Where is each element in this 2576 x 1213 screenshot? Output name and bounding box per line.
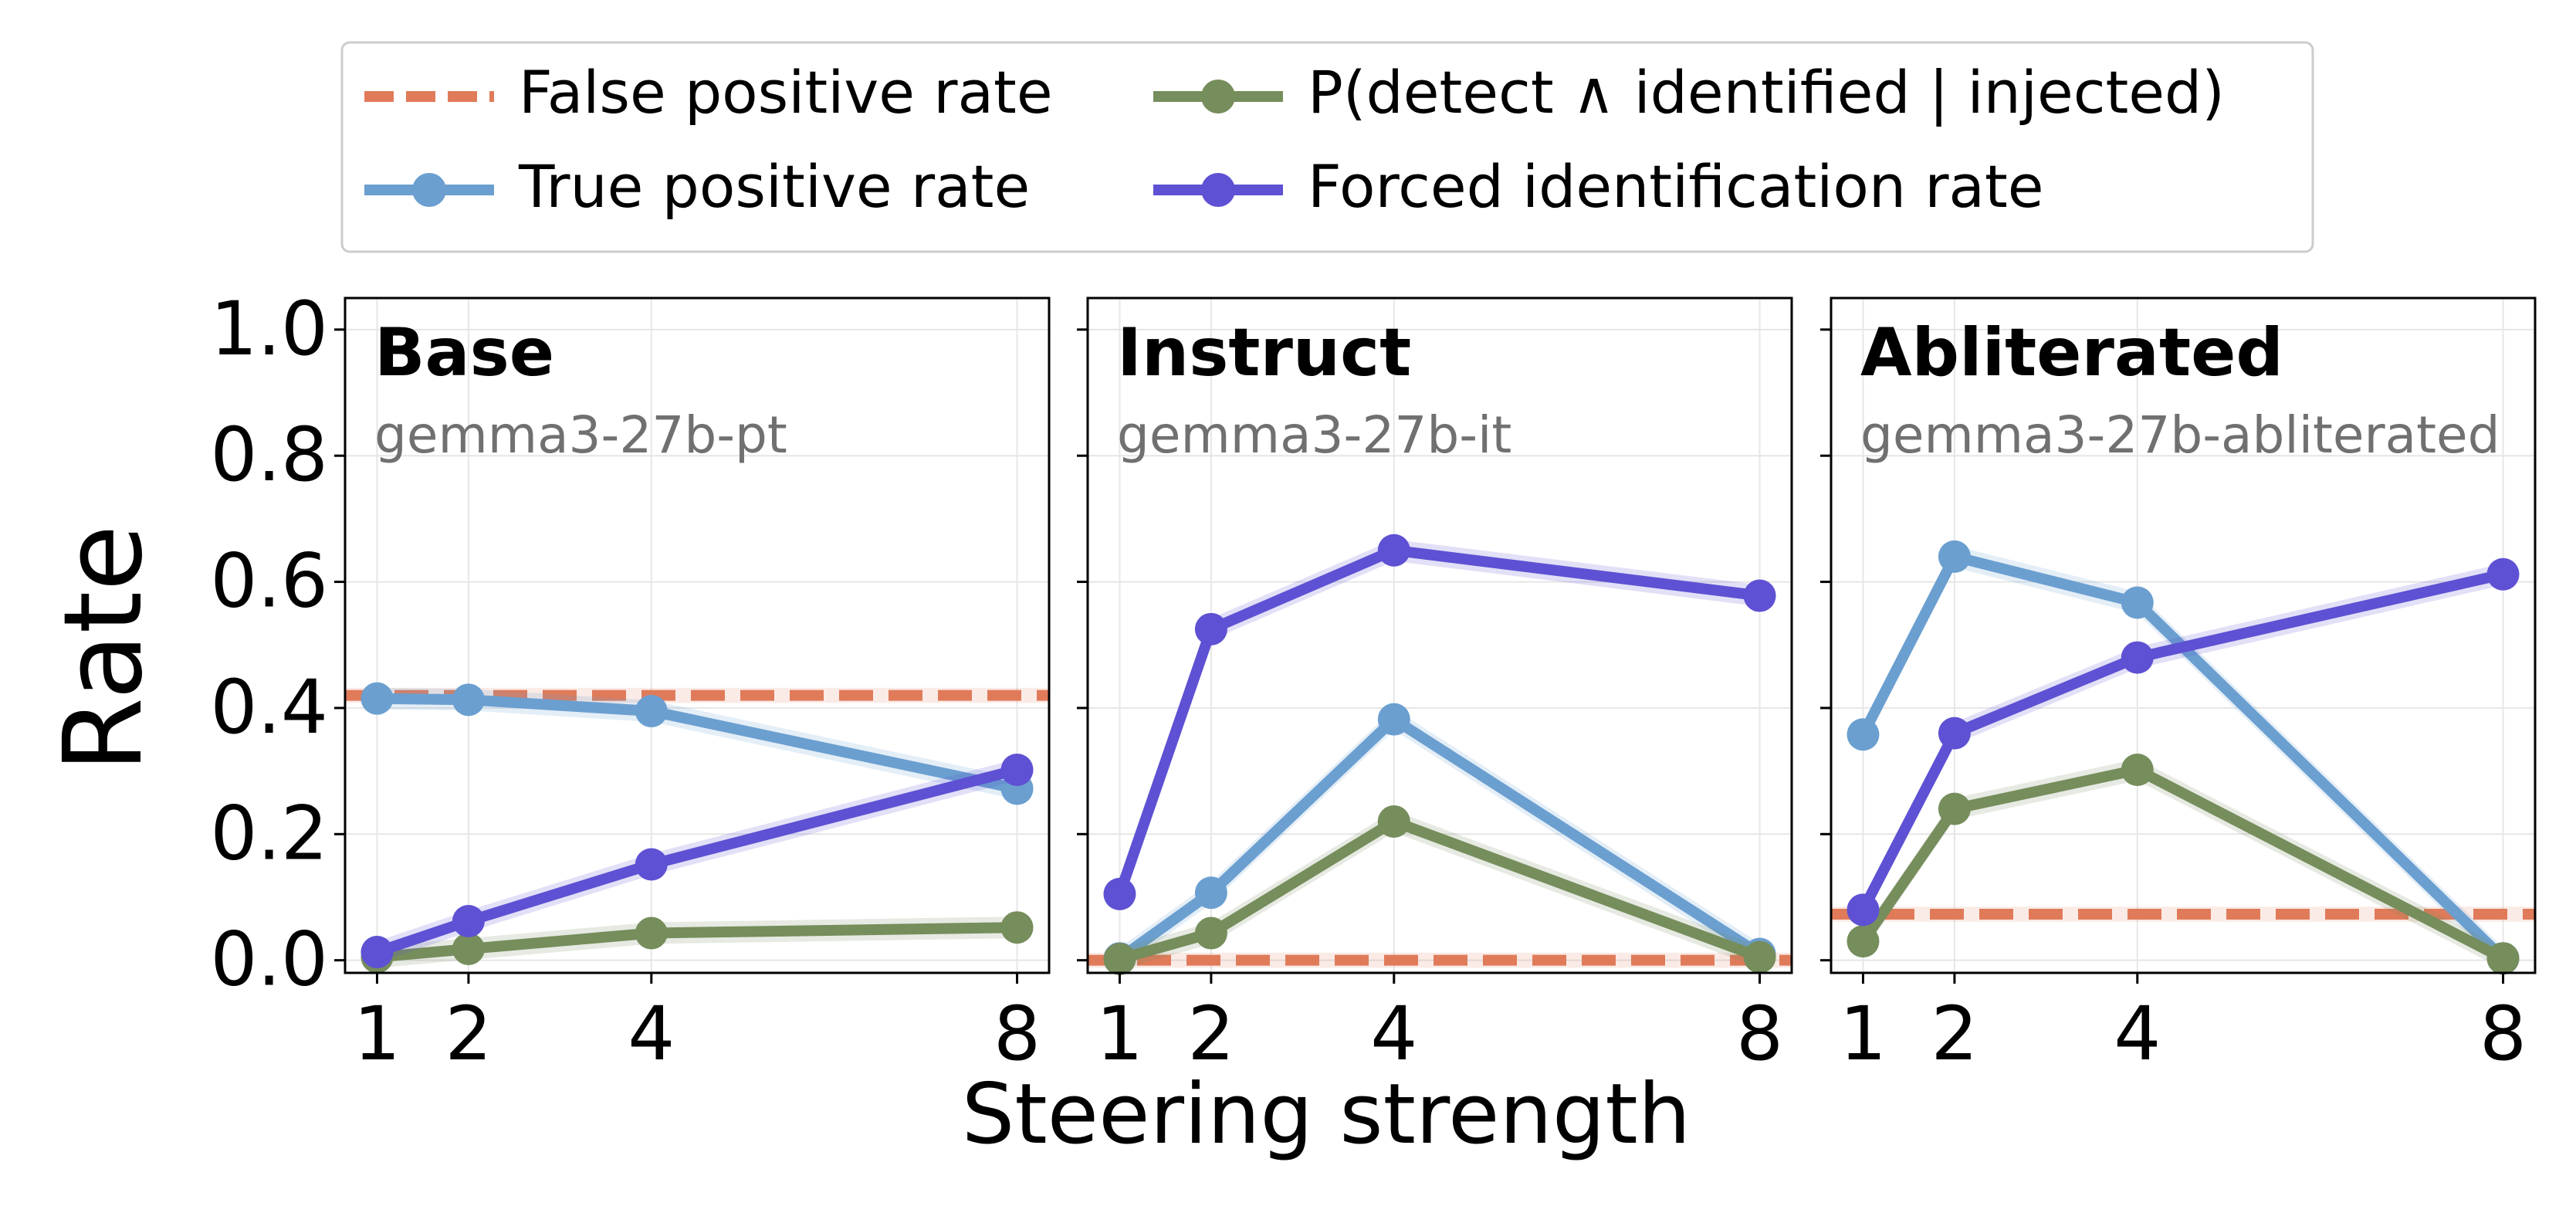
point-tpr-0: [1847, 718, 1880, 751]
y-tick-label-1: 0.2: [210, 790, 328, 876]
line-tpr: [1857, 551, 2509, 964]
panel-base: 0.0 0.2 0.4 0.6 0.8 1.0 1 2 4 8 Base gemma3-27b-pt: [210, 286, 1051, 1077]
point-joint-1: [452, 932, 485, 965]
band-forced: [1863, 563, 2503, 921]
line-forced: [1857, 568, 2509, 916]
legend-item-forced: Forced identification rate: [1153, 152, 2044, 221]
x-tick-label-1: 2: [445, 991, 492, 1077]
point-forced-2: [635, 848, 668, 881]
y-tick-label-4: 0.8: [210, 412, 328, 498]
point-tpr-1: [452, 683, 485, 717]
legend-fpr-label: False positive rate: [519, 58, 1053, 127]
line-tpr: [371, 693, 1023, 795]
legend-joint-marker: [1201, 80, 1235, 114]
panel-instruct: 1 2 4 8 Instruct gemma3-27b-it: [1077, 296, 1793, 1077]
point-tpr-2: [635, 695, 668, 728]
y-tick-label-0: 0.0: [210, 917, 328, 1003]
x-tick-label-1: 2: [1931, 991, 1978, 1077]
point-forced-3: [1000, 753, 1034, 786]
panel-subtitle: gemma3-27b-pt: [374, 405, 787, 465]
point-forced-0: [1103, 877, 1136, 910]
point-tpr-2: [2121, 586, 2154, 619]
panel-title: Instruct: [1117, 314, 1411, 391]
panel-subtitle: gemma3-27b-abliterated: [1860, 405, 2500, 465]
legend: False positive rate True positive rate P…: [340, 41, 2314, 253]
legend-item-fpr: False positive rate: [364, 58, 1053, 127]
point-tpr-1: [1194, 876, 1227, 910]
point-joint-3: [1743, 940, 1776, 974]
line-joint: [1857, 764, 2509, 964]
point-tpr-1: [1938, 540, 1971, 573]
legend-joint-label: P(detect ∧ identified | injected): [1308, 58, 2225, 127]
panel-title: Abliterated: [1860, 314, 2283, 391]
legend-forced-marker: [1201, 173, 1235, 207]
point-tpr-2: [1377, 703, 1410, 736]
point-forced-0: [361, 936, 394, 969]
x-axis-title: Steering strength: [962, 1066, 1691, 1163]
point-joint-0: [1103, 943, 1136, 976]
x-tick-label-0: 1: [1096, 991, 1143, 1077]
x-tick-label-2: 4: [628, 991, 675, 1077]
legend-tpr-label: True positive rate: [518, 152, 1030, 221]
point-forced-3: [1743, 579, 1776, 612]
point-tpr-0: [361, 682, 394, 715]
point-forced-3: [2486, 557, 2520, 591]
legend-forced-label: Forced identification rate: [1308, 152, 2044, 221]
legend-item-joint: P(detect ∧ identified | injected): [1153, 58, 2225, 127]
y-tick-label-5: 1.0: [210, 286, 328, 372]
x-tick-label-3: 8: [1736, 991, 1783, 1077]
y-tick-label-3: 0.6: [210, 538, 328, 625]
line-joint: [371, 922, 1023, 963]
panels: 0.00.20.40.60.81.01 2 4 8Basegemma3-27b-pt1…: [210, 286, 2537, 1077]
panel-title: Base: [374, 314, 554, 391]
point-joint-2: [1377, 805, 1410, 838]
x-tick-label-2: 4: [2114, 991, 2161, 1077]
legend-item-tpr: True positive rate: [364, 152, 1030, 221]
legend-tpr-marker: [412, 173, 446, 207]
panel-abliterated: 1 2 4 8 Abliterated gemma3-27b-abliterated: [1820, 296, 2537, 1077]
point-joint-1: [1938, 792, 1971, 825]
line-tpr: [1114, 713, 1765, 964]
x-tick-label-3: 8: [2480, 991, 2527, 1077]
panel-subtitle: gemma3-27b-it: [1117, 405, 1511, 465]
axes-frame: [1086, 296, 1793, 974]
x-tick-label-0: 1: [1840, 991, 1887, 1077]
point-joint-0: [1847, 925, 1880, 958]
point-joint-2: [2121, 753, 2154, 786]
line-forced: [371, 764, 1023, 957]
point-forced-0: [1847, 893, 1880, 927]
x-tick-label-2: 4: [1370, 991, 1417, 1077]
point-joint-3: [1000, 911, 1034, 944]
band-joint: [1863, 759, 2503, 970]
point-joint-1: [1194, 917, 1227, 950]
band-forced: [1119, 539, 1760, 905]
point-forced-2: [1377, 534, 1410, 567]
y-axis-title: Rate: [41, 524, 167, 772]
line-forced: [1114, 544, 1765, 900]
legend-frame: [340, 41, 2314, 253]
line-joint: [1114, 816, 1765, 964]
point-forced-1: [452, 905, 485, 938]
x-tick-label-3: 8: [994, 991, 1041, 1077]
axes-frame: [344, 296, 1051, 974]
point-forced-1: [1938, 717, 1971, 750]
point-forced-1: [1194, 612, 1227, 645]
point-forced-2: [2121, 641, 2154, 674]
point-joint-3: [2486, 942, 2520, 975]
y-tick-label-2: 0.4: [210, 664, 328, 751]
x-tick-label-0: 1: [354, 991, 401, 1077]
x-tick-label-1: 2: [1187, 991, 1234, 1077]
axes-frame: [1830, 296, 2537, 974]
point-joint-2: [635, 917, 668, 950]
